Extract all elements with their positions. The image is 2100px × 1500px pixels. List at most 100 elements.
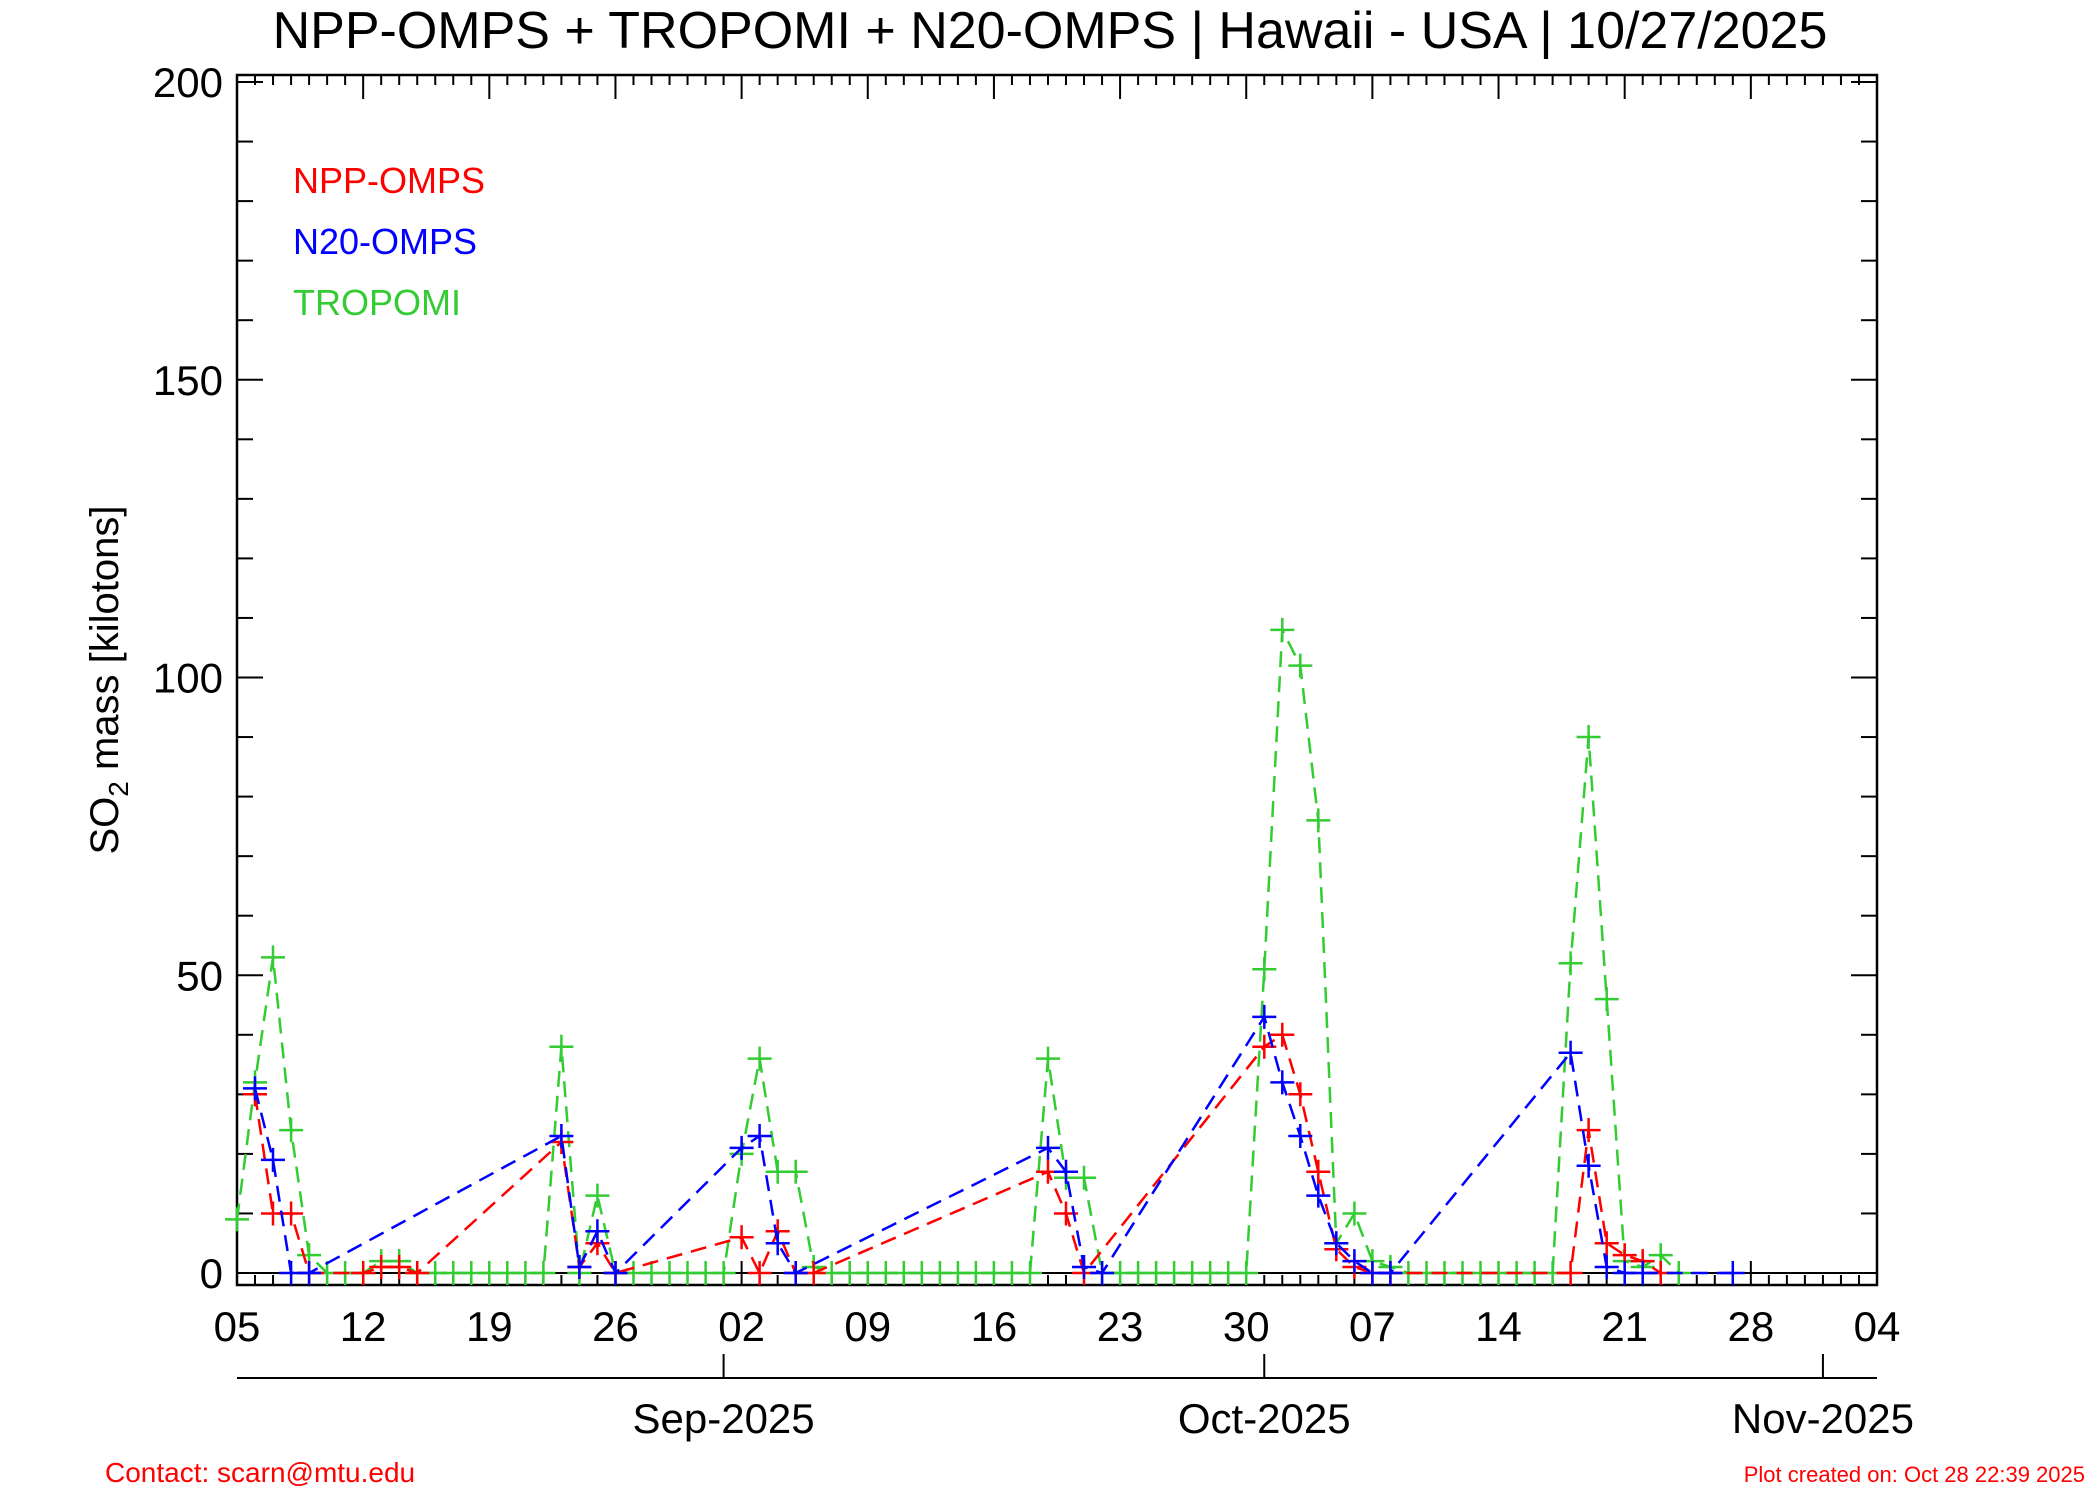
data-point-n20-omps	[1306, 1183, 1331, 1208]
data-point-npp-omps	[1270, 1022, 1295, 1047]
chart-title: NPP-OMPS + TROPOMI + N20-OMPS | Hawaii -…	[273, 2, 1828, 60]
data-point-n20-omps	[1342, 1249, 1367, 1274]
series-npp-omps	[243, 1022, 1673, 1285]
data-point-n20-omps	[1720, 1261, 1745, 1285]
data-point-tropomi	[1018, 1261, 1042, 1285]
data-point-npp-omps	[729, 1225, 754, 1250]
data-point-n20-omps	[1558, 1040, 1583, 1065]
data-point-n20-omps	[765, 1231, 790, 1256]
data-point-n20-omps	[729, 1135, 754, 1160]
data-point-tropomi	[225, 1207, 249, 1232]
data-point-npp-omps	[1306, 1159, 1331, 1184]
data-point-npp-omps	[1558, 1261, 1583, 1285]
x-tick-label: 26	[592, 1303, 639, 1350]
x-tick-label: 02	[718, 1303, 765, 1350]
data-point-n20-omps	[1576, 1153, 1601, 1178]
series-n20-omps	[243, 1004, 1745, 1285]
series-line-tropomi	[235, 625, 1680, 1275]
data-point-n20-omps	[1252, 1004, 1277, 1029]
x-tick-label: 19	[466, 1303, 513, 1350]
data-point-tropomi	[549, 1034, 574, 1059]
data-point-tropomi	[1558, 951, 1583, 976]
y-tick-label: 150	[153, 357, 223, 404]
data-point-tropomi	[1576, 725, 1601, 749]
data-point-npp-omps	[1576, 1118, 1601, 1143]
y-axis-title-main: SO	[83, 797, 127, 855]
data-point-n20-omps	[585, 1219, 610, 1244]
data-point-tropomi	[1036, 1046, 1060, 1071]
x-tick-label: 21	[1601, 1303, 1648, 1350]
data-point-npp-omps	[1594, 1231, 1619, 1256]
month-label: Oct-2025	[1178, 1395, 1351, 1442]
data-point-npp-omps	[1288, 1082, 1313, 1107]
legend-entry-tropomi: TROPOMI	[293, 282, 461, 323]
data-point-n20-omps	[1270, 1070, 1295, 1095]
x-tick-label: 16	[971, 1303, 1018, 1350]
data-point-n20-omps	[243, 1076, 267, 1101]
data-point-tropomi	[783, 1159, 808, 1184]
data-point-tropomi	[1270, 617, 1295, 642]
data-point-n20-omps	[1288, 1124, 1313, 1148]
data-point-tropomi	[1594, 987, 1619, 1012]
data-point-n20-omps	[297, 1261, 322, 1285]
data-point-npp-omps	[747, 1261, 772, 1285]
svg-text:SO2 mass [kilotons]: SO2 mass [kilotons]	[83, 505, 134, 854]
x-tick-label: 09	[844, 1303, 891, 1350]
legend-entry-n20-omps: N20-OMPS	[293, 221, 477, 262]
x-tick-label: 12	[340, 1303, 387, 1350]
month-axis: Sep-2025 Oct-2025 Nov-2025	[237, 1354, 1914, 1442]
data-point-n20-omps	[1378, 1261, 1403, 1285]
data-point-tropomi	[1252, 957, 1277, 982]
plot-created-text: Plot created on: Oct 28 22:39 2025	[1744, 1462, 2085, 1487]
data-point-tropomi	[1342, 1201, 1367, 1226]
data-point-npp-omps	[279, 1201, 304, 1226]
data-point-npp-omps	[405, 1261, 430, 1285]
data-point-n20-omps	[747, 1124, 772, 1148]
x-tick-label: 05	[214, 1303, 261, 1350]
data-point-npp-omps	[387, 1255, 412, 1279]
x-axis-ticks: 05 12 19 26 02 09 16 23 30 07 14 21 28 04	[214, 75, 1901, 1350]
x-tick-label: 28	[1727, 1303, 1774, 1350]
x-tick-label: 23	[1097, 1303, 1144, 1350]
data-point-tropomi	[1306, 808, 1331, 833]
data-point-tropomi	[531, 1261, 556, 1285]
data-point-tropomi	[1072, 1165, 1096, 1190]
y-axis-ticks: 0 50 100 150 200	[153, 59, 1877, 1297]
x-tick-label: 30	[1223, 1303, 1270, 1350]
x-tick-label: 14	[1475, 1303, 1522, 1350]
plot-frame	[235, 73, 1879, 1287]
data-point-npp-omps	[351, 1261, 376, 1285]
data-point-tropomi	[279, 1118, 304, 1143]
series-line-npp-omps	[253, 1032, 1662, 1276]
data-point-n20-omps	[549, 1124, 574, 1148]
data-point-n20-omps	[1630, 1261, 1655, 1285]
y-axis-title: SO2 mass [kilotons]	[83, 505, 134, 854]
y-axis-title-subscript: 2	[103, 781, 134, 797]
series-line-n20-omps	[253, 1013, 1733, 1276]
month-label: Nov-2025	[1732, 1395, 1914, 1442]
data-point-tropomi	[585, 1183, 610, 1208]
y-axis-title-rest: mass [kilotons]	[83, 505, 127, 781]
legend: NPP-OMPS N20-OMPS TROPOMI	[293, 160, 485, 323]
data-point-n20-omps	[1594, 1255, 1619, 1279]
data-point-tropomi	[747, 1046, 772, 1071]
y-tick-label: 200	[153, 59, 223, 106]
series-tropomi	[225, 617, 1691, 1285]
y-tick-label: 100	[153, 655, 223, 702]
legend-entry-npp-omps: NPP-OMPS	[293, 160, 485, 201]
y-tick-label: 0	[200, 1250, 223, 1297]
data-point-n20-omps	[1036, 1135, 1060, 1160]
data-point-n20-omps	[1090, 1261, 1115, 1285]
data-point-n20-omps	[1054, 1159, 1078, 1184]
y-tick-label: 50	[176, 952, 223, 999]
x-tick-label: 04	[1854, 1303, 1901, 1350]
data-point-n20-omps	[1072, 1255, 1096, 1279]
data-point-n20-omps	[603, 1261, 628, 1285]
data-point-tropomi	[1288, 653, 1313, 678]
data-point-tropomi	[261, 945, 285, 970]
series-layer	[225, 617, 1877, 1285]
x-tick-label: 07	[1349, 1303, 1396, 1350]
data-point-n20-omps	[567, 1255, 592, 1279]
data-point-tropomi	[1234, 1261, 1259, 1285]
